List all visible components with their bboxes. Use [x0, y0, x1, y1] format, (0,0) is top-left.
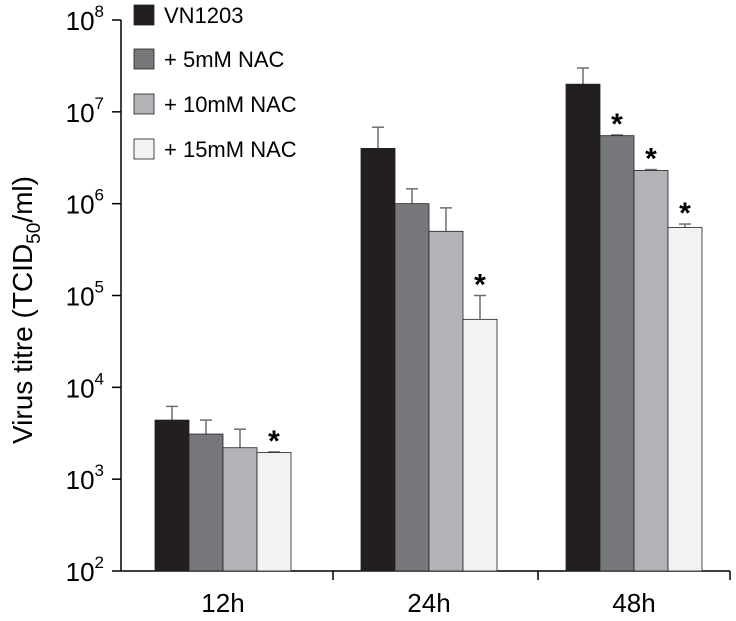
axes: 102 103 104 105 106 107 108 12h 24h 48h — [66, 2, 731, 618]
y-tick-label: 107 — [66, 94, 104, 128]
bars: * * * * * — [154, 67, 703, 572]
legend-swatch — [133, 93, 155, 115]
ylabel-subscript: 50 — [24, 223, 45, 244]
x-tick-label: 48h — [612, 588, 655, 618]
significance-star: * — [611, 108, 623, 141]
x-tick-label: 24h — [407, 588, 450, 618]
y-tick-label: 106 — [66, 186, 104, 220]
significance-star: * — [645, 143, 657, 176]
y-tick-label: 102 — [66, 553, 104, 587]
bar — [599, 135, 635, 572]
bar — [462, 318, 498, 572]
y-tick-label: 104 — [66, 369, 104, 403]
legend-label: + 10mM NAC — [164, 92, 297, 117]
legend: VN1203 + 5mM NAC + 10mM NAC + 15mM NAC — [133, 3, 297, 162]
legend-label: + 5mM NAC — [164, 47, 285, 72]
bar — [428, 230, 464, 572]
svg-text:Virus titre (TCID50/ml): Virus titre (TCID50/ml) — [7, 176, 45, 444]
legend-label: VN1203 — [164, 3, 244, 28]
bar — [360, 147, 396, 572]
significance-star: * — [679, 197, 691, 230]
bar — [565, 83, 601, 572]
y-tick-label: 105 — [66, 278, 104, 312]
legend-swatch — [133, 4, 155, 26]
bar — [222, 447, 258, 572]
significance-star: * — [268, 425, 280, 458]
bar — [154, 419, 190, 572]
significance-star: * — [474, 269, 486, 302]
bar — [633, 170, 669, 572]
legend-swatch — [133, 138, 155, 160]
legend-swatch — [133, 48, 155, 70]
y-axis-label: Virus titre (TCID50/ml) — [7, 176, 45, 444]
x-tick-label: 12h — [201, 588, 244, 618]
bar — [188, 433, 224, 572]
y-tick-label: 108 — [66, 2, 104, 36]
bar — [394, 203, 430, 572]
bar — [667, 227, 703, 572]
legend-label: + 15mM NAC — [164, 137, 297, 162]
bar — [256, 452, 292, 572]
y-tick-label: 103 — [66, 461, 104, 495]
